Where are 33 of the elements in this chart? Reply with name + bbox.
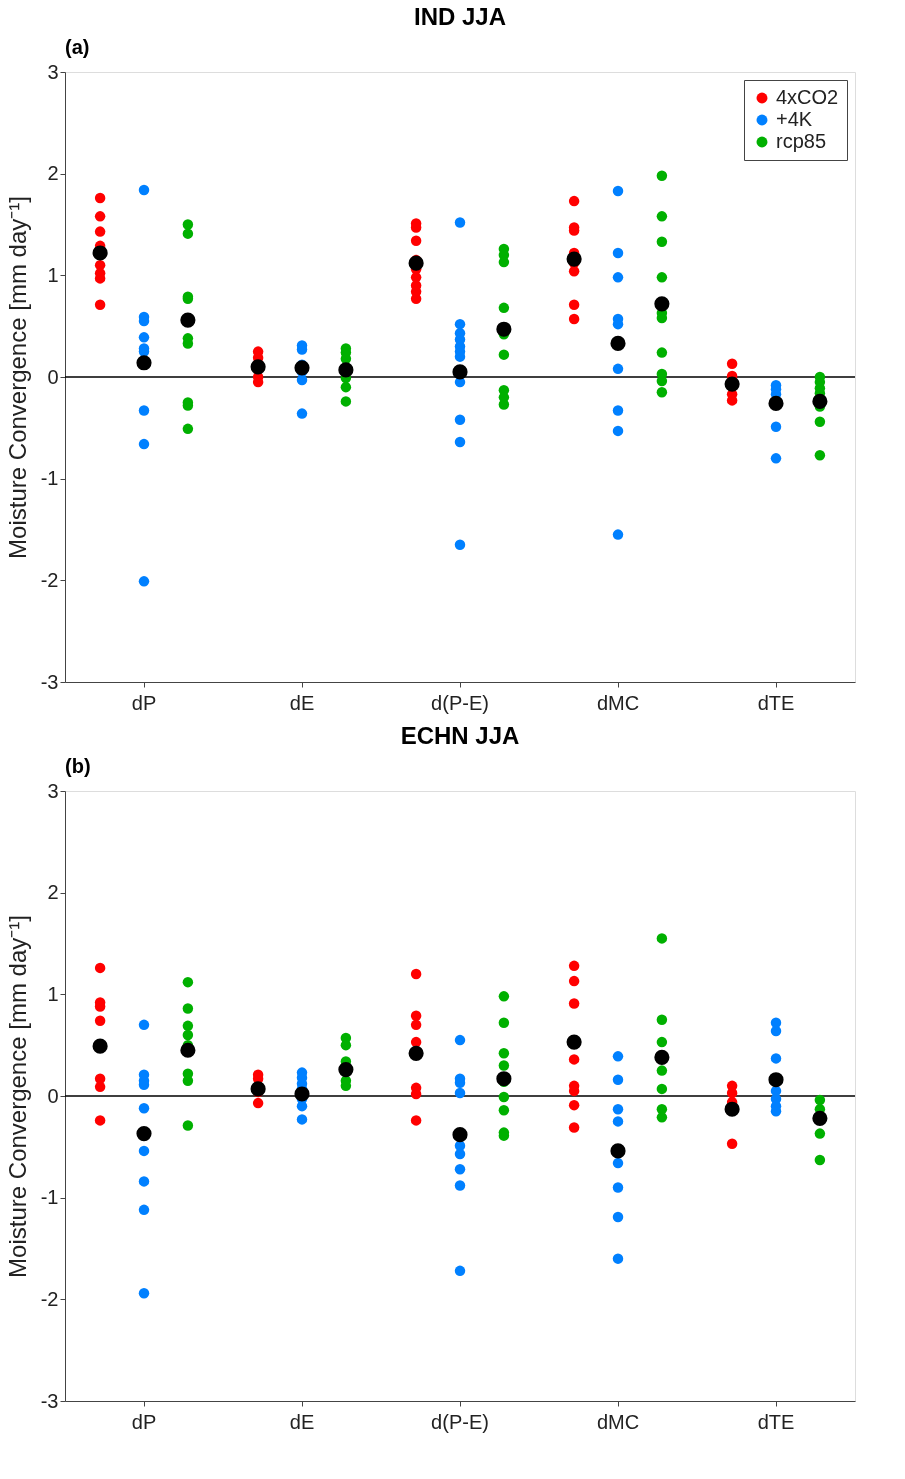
legend-label: 4xCO2 xyxy=(776,86,839,108)
y-tick-label: -3 xyxy=(40,670,59,693)
y-tick-label: 3 xyxy=(47,60,59,83)
x-tick-label: d(P-E) xyxy=(431,1410,489,1433)
x-tick-label: dE xyxy=(289,691,315,714)
y-axis-title: Moisture Convergence [mm day⁻¹] xyxy=(3,915,31,1278)
y-tick-label: 1 xyxy=(47,263,59,286)
x-tick-label: dP xyxy=(131,1410,157,1433)
legend-label: +4K xyxy=(776,108,813,130)
y-tick-label: -3 xyxy=(40,1389,59,1412)
y-tick-label: 0 xyxy=(47,365,59,388)
y-tick-label: 1 xyxy=(47,982,59,1005)
chart-title: IND JJA xyxy=(413,3,507,30)
x-tick-label: dMC xyxy=(596,1410,640,1433)
y-tick-label: 3 xyxy=(47,779,59,802)
y-tick-label: -1 xyxy=(40,1186,59,1209)
x-tick-label: dP xyxy=(131,691,157,714)
y-axis-title: Moisture Convergence [mm day⁻¹] xyxy=(3,196,31,559)
y-tick-label: 2 xyxy=(47,881,59,904)
x-tick-label: dTE xyxy=(757,1410,795,1433)
text: (a) xyxy=(65,36,90,58)
x-tick-label: dE xyxy=(289,1410,315,1433)
chart-title: ECHN JJA xyxy=(400,722,520,749)
x-tick-label: dTE xyxy=(757,691,795,714)
legend-label: rcp85 xyxy=(776,130,827,152)
text: (b) xyxy=(65,755,91,777)
y-tick-label: 0 xyxy=(47,1084,59,1107)
x-tick-label: dMC xyxy=(596,691,640,714)
y-tick-label: -2 xyxy=(40,568,59,591)
y-tick-label: -1 xyxy=(40,467,59,490)
y-tick-label: 2 xyxy=(47,162,59,185)
x-tick-label: d(P-E) xyxy=(431,691,489,714)
y-tick-label: -2 xyxy=(40,1287,59,1310)
